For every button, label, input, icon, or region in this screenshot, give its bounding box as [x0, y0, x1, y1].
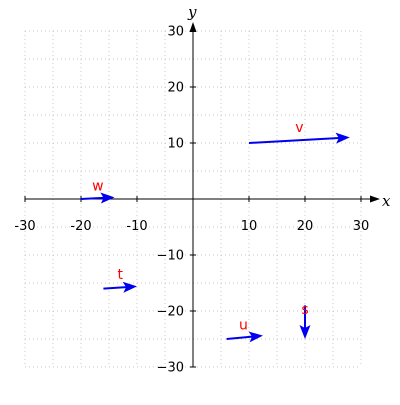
x-tick-label: 10	[241, 219, 258, 234]
y-tick-label: 30	[167, 25, 184, 40]
x-tick-label: 30	[353, 219, 370, 234]
x-tick-label: -10	[126, 219, 147, 234]
vector-label-s: s	[301, 302, 308, 318]
y-tick-label: 20	[167, 81, 184, 96]
y-tick-label: −30	[157, 361, 184, 376]
vector-labels: v w t u s	[92, 120, 309, 334]
vectors	[80, 132, 350, 343]
vector-w-arrowhead	[100, 192, 115, 204]
vector-u-arrowhead	[248, 331, 263, 343]
vector-label-u: u	[239, 317, 248, 333]
vector-v-arrowhead	[335, 132, 350, 144]
vector-label-t: t	[117, 267, 123, 283]
y-axis-arrowhead	[189, 22, 197, 32]
x-axis-arrowhead	[370, 195, 380, 203]
vector-t-arrowhead	[122, 281, 137, 293]
vector-v-shaft	[248, 136, 346, 144]
x-axis-label: x	[382, 192, 391, 210]
axes: xy	[25, 3, 391, 367]
vector-label-w: w	[92, 179, 103, 195]
y-tick-label: −10	[157, 249, 184, 264]
ticks: -30 -20 -10 10 20 30 −30 −20 −10 10 20 30	[14, 25, 369, 376]
x-tick-label: -20	[70, 219, 91, 234]
y-tick-label: 10	[167, 137, 184, 152]
vector-label-v: v	[295, 120, 303, 136]
y-axis-label: y	[187, 3, 197, 21]
x-tick-label: 20	[297, 219, 314, 234]
x-tick-label: -30	[14, 219, 35, 234]
y-tick-label: −20	[157, 305, 184, 320]
vector-s-arrowhead	[299, 325, 311, 339]
